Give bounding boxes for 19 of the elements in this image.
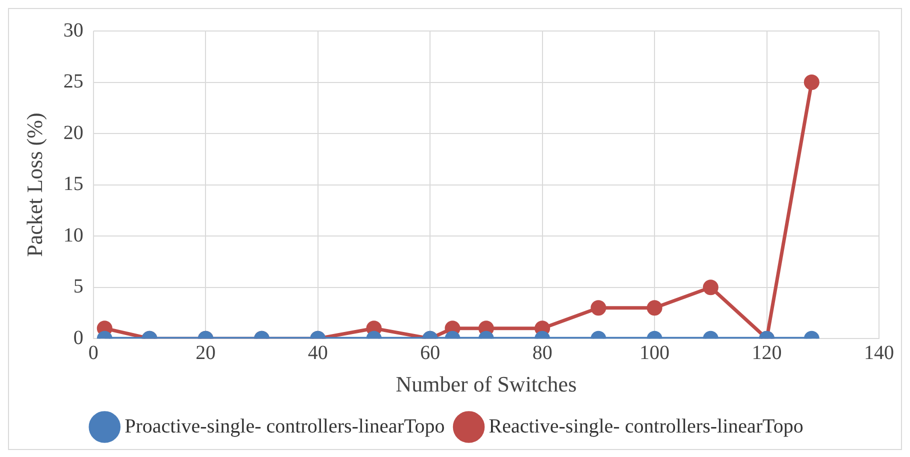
x-tick-label: 20: [196, 342, 216, 364]
x-tick-label: 140: [864, 342, 894, 364]
x-tick-label: 100: [640, 342, 670, 364]
y-axis-title: Packet Loss (%): [22, 112, 47, 257]
x-tick-label: 60: [420, 342, 440, 364]
legend-label: Proactive-single- controllers-linearTopo: [124, 415, 445, 438]
y-tick-label: 10: [63, 224, 84, 246]
legend-label: Reactive-single- controllers-linearTopo: [488, 415, 804, 438]
x-tick-label: 120: [752, 342, 782, 364]
y-tick-label: 20: [63, 122, 84, 144]
y-tick-label: 15: [63, 173, 84, 196]
y-tick-label: 0: [73, 326, 84, 349]
x-tick-label: 40: [308, 342, 328, 364]
y-tick-label: 25: [63, 70, 84, 93]
y-tick-label: 5: [73, 276, 84, 298]
y-tick-label: 30: [63, 19, 84, 42]
x-tick-label: 0: [88, 342, 98, 364]
x-tick-label: 80: [532, 342, 552, 364]
x-axis-title: Number of Switches: [396, 372, 577, 397]
